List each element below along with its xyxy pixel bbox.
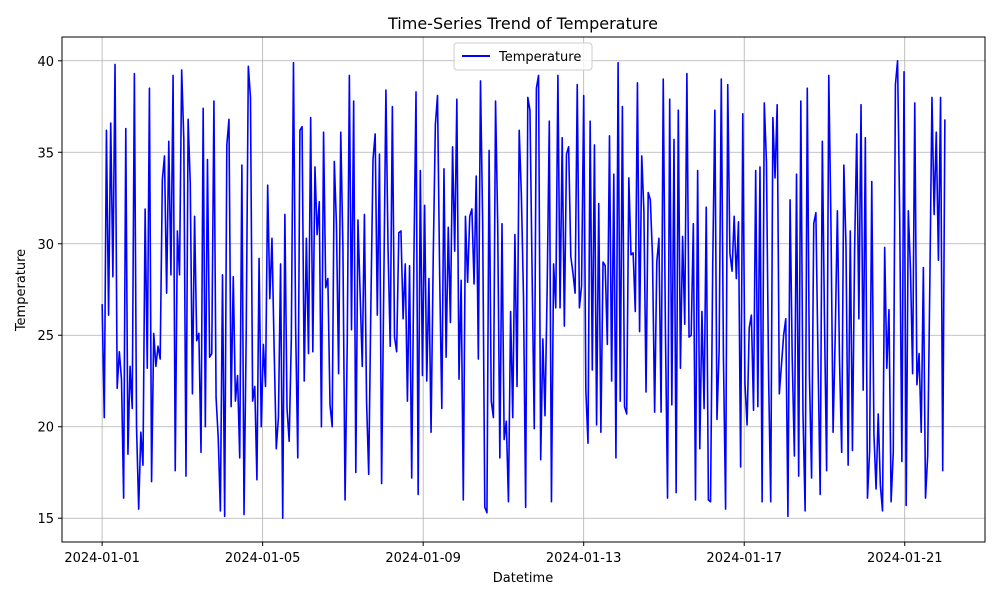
x-axis: 2024-01-01 2024-01-05 2024-01-09 2024-01-13… — [64, 542, 943, 566]
y-axis-label: Temperature — [14, 249, 29, 332]
y-axis: 15 20 25 30 35 40 — [37, 55, 62, 527]
y-tick-label: 15 — [37, 512, 54, 527]
y-tick-label: 35 — [37, 146, 54, 161]
x-tick-label: 2024-01-01 — [64, 551, 140, 566]
legend-label: Temperature — [498, 50, 581, 65]
legend-box — [453, 42, 593, 71]
x-tick-label: 2024-01-21 — [867, 551, 943, 566]
plot-frame — [61, 36, 986, 543]
y-tick-label: 30 — [37, 238, 54, 253]
y-tick-label: 20 — [37, 421, 54, 436]
x-tick-label: 2024-01-13 — [546, 551, 622, 566]
y-tick-label: 40 — [37, 55, 54, 70]
series-layer — [101, 59, 946, 520]
y-tick-label: 25 — [37, 329, 54, 344]
legend: Temperature — [453, 42, 593, 71]
x-tick-label: 2024-01-17 — [706, 551, 782, 566]
series-line-temperature — [101, 59, 946, 520]
chart-title: Time-Series Trend of Temperature — [387, 14, 658, 33]
x-tick-label: 2024-01-05 — [225, 551, 301, 566]
x-axis-label: Datetime — [493, 571, 553, 586]
x-tick-label: 2024-01-09 — [385, 551, 461, 566]
